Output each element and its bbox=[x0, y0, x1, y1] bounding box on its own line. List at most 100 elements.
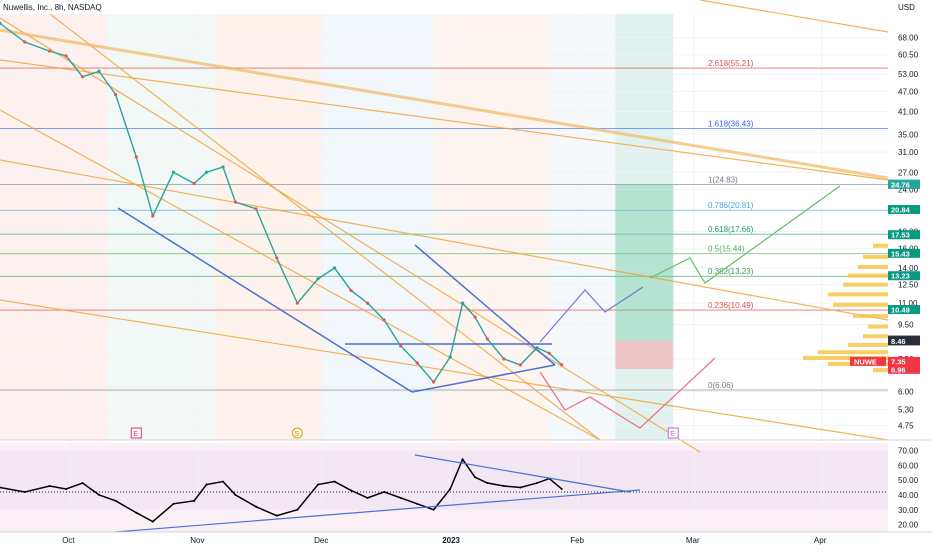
rsi-band bbox=[0, 450, 888, 510]
rsi-point bbox=[151, 520, 154, 523]
event-marker bbox=[667, 427, 679, 439]
trendline bbox=[699, 0, 889, 33]
price-tick-label: 12.50 bbox=[898, 281, 919, 290]
price-point bbox=[473, 315, 477, 319]
rsi-point bbox=[65, 487, 68, 490]
price-point bbox=[547, 351, 551, 355]
rsi-point bbox=[234, 493, 237, 496]
price-point bbox=[23, 40, 27, 44]
rsi-point bbox=[399, 496, 402, 499]
price-point bbox=[295, 301, 299, 305]
rsi-tick-label: 40.00 bbox=[898, 491, 919, 500]
stop-zone bbox=[615, 340, 674, 369]
rsi-tick-label: 70.00 bbox=[898, 446, 919, 455]
price-series-line bbox=[0, 22, 563, 384]
price-tick-label: 47.00 bbox=[898, 88, 919, 97]
price-point bbox=[316, 277, 320, 281]
price-point bbox=[81, 75, 85, 79]
event-marker bbox=[291, 427, 303, 439]
rsi-point bbox=[473, 476, 476, 479]
price-point bbox=[192, 181, 196, 186]
price-badge-label: 7.35 bbox=[891, 357, 906, 366]
price-badge bbox=[888, 205, 920, 215]
rsi-point bbox=[449, 487, 452, 490]
price-badge bbox=[888, 179, 920, 189]
rsi-point bbox=[222, 480, 225, 483]
background-band bbox=[615, 14, 674, 440]
ticker-badge bbox=[850, 356, 886, 366]
price-point bbox=[502, 357, 506, 361]
price-badge bbox=[888, 364, 920, 374]
rsi-tick-label: 50.00 bbox=[898, 476, 919, 485]
price-badge-label: 6.96 bbox=[891, 365, 906, 374]
price-tick-label: 53.00 bbox=[898, 70, 919, 79]
price-point bbox=[275, 256, 279, 260]
rsi-point bbox=[461, 458, 464, 461]
rsi-trendline bbox=[414, 454, 631, 493]
event-marker-label: S bbox=[294, 431, 299, 438]
background-band bbox=[433, 14, 550, 440]
rsi-point bbox=[317, 483, 320, 486]
fib-level-label: 2.618(55.21) bbox=[708, 59, 754, 68]
volume-profile-bar bbox=[848, 342, 888, 347]
fib-level-label: 0.236(10.49) bbox=[708, 301, 754, 310]
rsi-point bbox=[172, 502, 175, 505]
price-point bbox=[535, 346, 539, 350]
rsi-point bbox=[535, 482, 538, 485]
price-tick-label: 4.75 bbox=[898, 421, 914, 430]
price-point bbox=[518, 363, 523, 367]
trendline bbox=[0, 159, 889, 321]
background-band bbox=[0, 14, 108, 440]
price-tick-label: 9.50 bbox=[898, 320, 914, 329]
rsi-trendline bbox=[114, 489, 641, 533]
price-tick-label: 24.00 bbox=[898, 185, 919, 194]
rsi-point bbox=[416, 502, 419, 505]
price-point bbox=[382, 318, 386, 322]
background-band bbox=[107, 14, 215, 440]
x-tick-label: 2023 bbox=[442, 536, 460, 545]
fib-level-label: 0.786(20.81) bbox=[708, 201, 754, 210]
price-tick-label: 6.00 bbox=[898, 387, 914, 396]
rsi-point bbox=[48, 485, 51, 488]
price-point bbox=[134, 155, 138, 159]
price-badge bbox=[888, 336, 920, 346]
event-marker bbox=[130, 427, 142, 439]
price-point bbox=[399, 344, 403, 348]
price-badge bbox=[888, 305, 920, 315]
rsi-point bbox=[114, 499, 117, 502]
price-tick-label: 68.00 bbox=[898, 34, 919, 43]
trendline bbox=[49, 13, 601, 441]
price-point bbox=[233, 200, 238, 204]
rsi-point bbox=[255, 505, 258, 508]
price-badge bbox=[888, 230, 920, 240]
x-tick-label: Feb bbox=[570, 536, 584, 545]
event-marker-label: E bbox=[670, 431, 675, 438]
volume-profile-bar bbox=[848, 273, 888, 278]
rsi-point bbox=[23, 490, 26, 493]
price-point bbox=[0, 21, 2, 26]
price-badge-label: 8.46 bbox=[891, 337, 906, 346]
price-tick-label: 27.00 bbox=[898, 168, 919, 177]
trendline bbox=[0, 28, 889, 180]
price-badge-label: 15.43 bbox=[891, 249, 910, 258]
wedge-line bbox=[414, 244, 556, 366]
volume-profile-bar bbox=[833, 302, 888, 307]
volume-profile-bar bbox=[818, 350, 888, 355]
rsi-point bbox=[432, 508, 435, 511]
rsi-point bbox=[193, 499, 196, 502]
chart-title: Nuwellis, Inc., 8h, NASDAQ bbox=[3, 3, 102, 12]
trendline bbox=[0, 17, 701, 453]
price-point bbox=[64, 54, 68, 58]
price-tick-label: 31.00 bbox=[898, 148, 919, 157]
fib-level-label: 0(6.06) bbox=[708, 381, 734, 390]
volume-profile-bar bbox=[873, 243, 888, 248]
volume-profile-bar bbox=[868, 324, 888, 329]
event-marker-label: E bbox=[133, 431, 138, 438]
volume-profile-bar bbox=[828, 292, 888, 297]
price-point bbox=[432, 380, 436, 384]
volume-profile-bar bbox=[858, 264, 888, 269]
price-badge-label: 24.76 bbox=[891, 180, 910, 189]
rsi-point bbox=[275, 514, 278, 517]
